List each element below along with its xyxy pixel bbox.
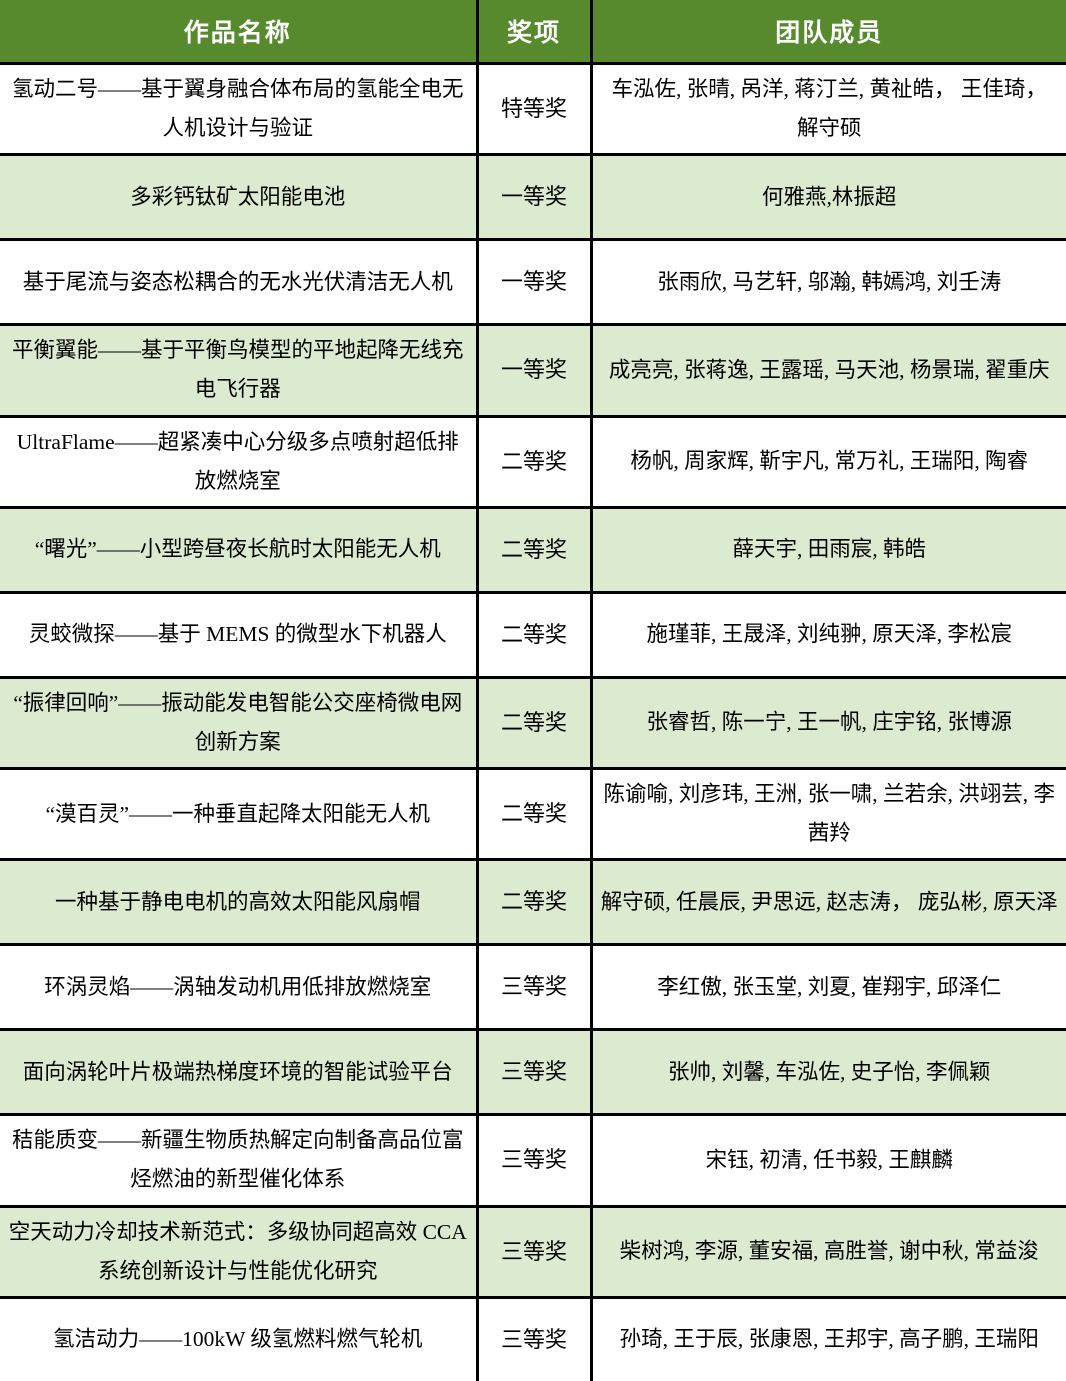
table-body: 氢动二号——基于翼身融合体布局的氢能全电无人机设计与验证 特等奖 车泓佐, 张晴…	[0, 61, 1066, 1381]
award-cell: 三等奖	[475, 943, 593, 1032]
award-cell: 一等奖	[475, 238, 593, 327]
table-row: 环涡灵焰——涡轴发动机用低排放燃烧室 三等奖 李红傲, 张玉堂, 刘夏, 崔翔宇…	[0, 943, 1066, 1032]
table-row: “振律回响”——振动能发电智能公交座椅微电网创新方案 二等奖 张睿哲, 陈一宁,…	[0, 675, 1066, 771]
table-row: 一种基于静电电机的高效太阳能风扇帽 二等奖 解守硕, 任晨辰, 尹思远, 赵志涛…	[0, 858, 1066, 947]
award-cell: 一等奖	[475, 153, 593, 242]
award-cell: 特等奖	[475, 61, 593, 157]
table-row: 多彩钙钛矿太阳能电池 一等奖 何雅燕,林振超	[0, 153, 1066, 242]
work-name-cell: 一种基于静电电机的高效太阳能风扇帽	[0, 858, 479, 947]
header-work-name: 作品名称	[0, 0, 479, 65]
team-members-cell: 宋钰, 初清, 任书毅, 王麒麟	[589, 1113, 1066, 1208]
award-cell: 二等奖	[475, 675, 593, 771]
table-row: 灵蛟微探——基于 MEMS 的微型水下机器人 二等奖 施瑾菲, 王晟泽, 刘纯翀…	[0, 590, 1066, 679]
award-cell: 二等奖	[475, 505, 593, 594]
team-members-cell: 张睿哲, 陈一宁, 王一帆, 庄宇铭, 张博源	[589, 675, 1066, 771]
work-name-cell: 秸能质变——新疆生物质热解定向制备高品位富烃燃油的新型催化体系	[0, 1113, 479, 1208]
team-members-cell: 施瑾菲, 王晟泽, 刘纯翀, 原天泽, 李松宸	[589, 590, 1066, 679]
table-row: “漠百灵”——一种垂直起降太阳能无人机 二等奖 陈谕喻, 刘彦玮, 王洲, 张一…	[0, 766, 1066, 862]
team-members-cell: 李红傲, 张玉堂, 刘夏, 崔翔宇, 邱泽仁	[589, 943, 1066, 1032]
table-row: 氢洁动力——100kW 级氢燃料燃气轮机 三等奖 孙琦, 王于辰, 张康恩, 王…	[0, 1295, 1066, 1381]
team-members-cell: 张雨欣, 马艺轩, 邬瀚, 韩嫣鸿, 刘壬涛	[589, 238, 1066, 327]
team-members-cell: 车泓佐, 张晴, 呙洋, 蒋汀兰, 黄祉皓， 王佳琦， 解守硕	[589, 61, 1066, 157]
award-cell: 三等奖	[475, 1113, 593, 1208]
work-name-cell: 氢洁动力——100kW 级氢燃料燃气轮机	[0, 1295, 479, 1381]
award-cell: 二等奖	[475, 766, 593, 862]
work-name-cell: 空天动力冷却技术新范式：多级协同超高效 CCA 系统创新设计与性能优化研究	[0, 1204, 479, 1299]
work-name-cell: 面向涡轮叶片极端热梯度环境的智能试验平台	[0, 1028, 479, 1117]
team-members-cell: 薛天宇, 田雨宸, 韩皓	[589, 505, 1066, 594]
work-name-cell: “漠百灵”——一种垂直起降太阳能无人机	[0, 766, 479, 862]
work-name-cell: 灵蛟微探——基于 MEMS 的微型水下机器人	[0, 590, 479, 679]
work-name-cell: 环涡灵焰——涡轴发动机用低排放燃烧室	[0, 943, 479, 1032]
table-row: 空天动力冷却技术新范式：多级协同超高效 CCA 系统创新设计与性能优化研究 三等…	[0, 1204, 1066, 1299]
team-members-cell: 解守硕, 任晨辰, 尹思远, 赵志涛， 庞弘彬, 原天泽	[589, 858, 1066, 947]
team-members-cell: 杨帆, 周家辉, 靳宇凡, 常万礼, 王瑞阳, 陶睿	[589, 414, 1066, 509]
table-row: 面向涡轮叶片极端热梯度环境的智能试验平台 三等奖 张帅, 刘馨, 车泓佐, 史子…	[0, 1028, 1066, 1117]
team-members-cell: 张帅, 刘馨, 车泓佐, 史子怡, 李佩颖	[589, 1028, 1066, 1117]
header-row: 作品名称 奖项 团队成员	[0, 0, 1066, 65]
table-row: 秸能质变——新疆生物质热解定向制备高品位富烃燃油的新型催化体系 三等奖 宋钰, …	[0, 1113, 1066, 1208]
table-header: 作品名称 奖项 团队成员	[0, 0, 1066, 65]
award-cell: 三等奖	[475, 1295, 593, 1381]
header-award: 奖项	[475, 0, 593, 65]
work-name-cell: “曙光”——小型跨昼夜长航时太阳能无人机	[0, 505, 479, 594]
work-name-cell: “振律回响”——振动能发电智能公交座椅微电网创新方案	[0, 675, 479, 771]
header-team-members: 团队成员	[589, 0, 1066, 65]
table-row: UltraFlame——超紧凑中心分级多点喷射超低排放燃烧室 二等奖 杨帆, 周…	[0, 414, 1066, 509]
award-cell: 三等奖	[475, 1028, 593, 1117]
team-members-cell: 柴树鸿, 李源, 董安福, 高胜誉, 谢中秋, 常益浚	[589, 1204, 1066, 1299]
team-members-cell: 陈谕喻, 刘彦玮, 王洲, 张一啸, 兰若余, 洪翊芸, 李茜羚	[589, 766, 1066, 862]
work-name-cell: 氢动二号——基于翼身融合体布局的氢能全电无人机设计与验证	[0, 61, 479, 157]
table-row: “曙光”——小型跨昼夜长航时太阳能无人机 二等奖 薛天宇, 田雨宸, 韩皓	[0, 505, 1066, 594]
work-name-cell: 基于尾流与姿态松耦合的无水光伏清洁无人机	[0, 238, 479, 327]
award-cell: 二等奖	[475, 590, 593, 679]
team-members-cell: 孙琦, 王于辰, 张康恩, 王邦宇, 高子鹏, 王瑞阳	[589, 1295, 1066, 1381]
team-members-cell: 成亮亮, 张蒋逸, 王露瑶, 马天池, 杨景瑞, 翟重庆	[589, 323, 1066, 418]
award-cell: 三等奖	[475, 1204, 593, 1299]
work-name-cell: UltraFlame——超紧凑中心分级多点喷射超低排放燃烧室	[0, 414, 479, 509]
work-name-cell: 多彩钙钛矿太阳能电池	[0, 153, 479, 242]
award-cell: 二等奖	[475, 858, 593, 947]
award-cell: 一等奖	[475, 323, 593, 418]
work-name-cell: 平衡翼能——基于平衡鸟模型的平地起降无线充电飞行器	[0, 323, 479, 418]
award-cell: 二等奖	[475, 414, 593, 509]
table-row: 平衡翼能——基于平衡鸟模型的平地起降无线充电飞行器 一等奖 成亮亮, 张蒋逸, …	[0, 323, 1066, 418]
team-members-cell: 何雅燕,林振超	[589, 153, 1066, 242]
table-row: 基于尾流与姿态松耦合的无水光伏清洁无人机 一等奖 张雨欣, 马艺轩, 邬瀚, 韩…	[0, 238, 1066, 327]
table-row: 氢动二号——基于翼身融合体布局的氢能全电无人机设计与验证 特等奖 车泓佐, 张晴…	[0, 61, 1066, 157]
